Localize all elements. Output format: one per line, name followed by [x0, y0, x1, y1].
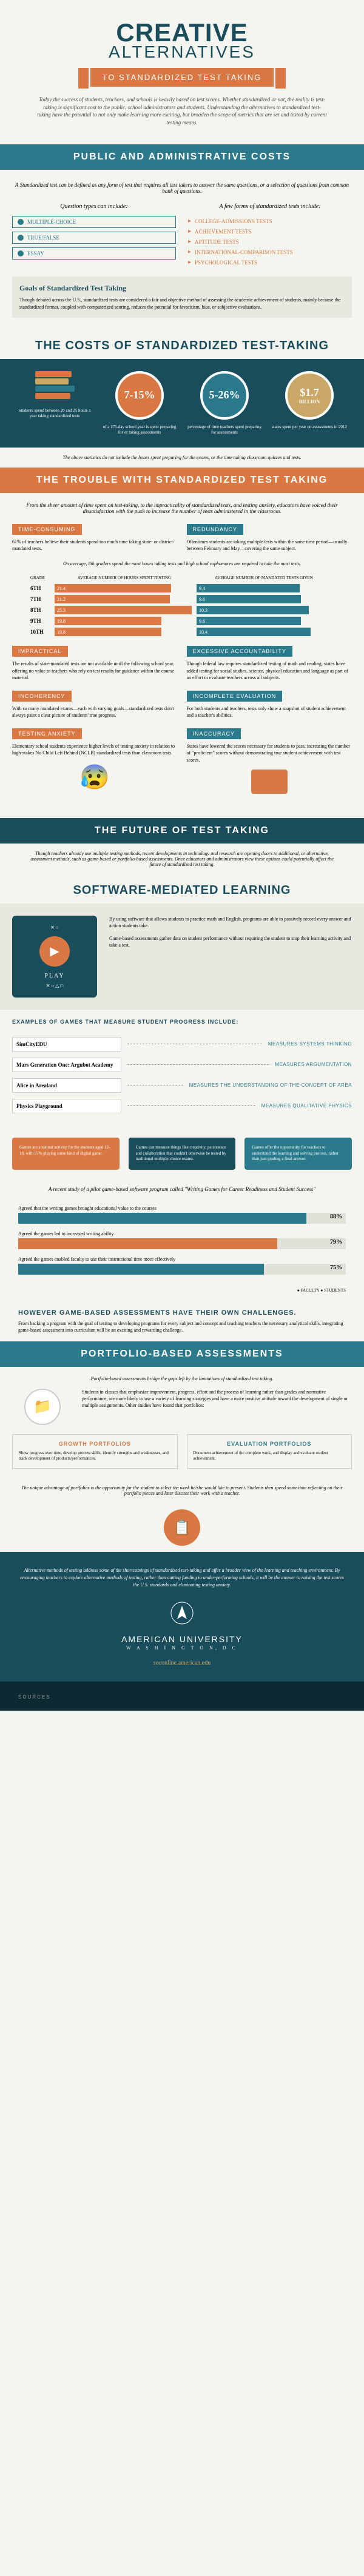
grade-row: 9TH 19.8 9.6 [30, 617, 334, 625]
pilot-bar-row: Agreed the games led to increased writin… [18, 1231, 346, 1249]
anxiety-icon: 😰 [12, 763, 178, 791]
pilot-intro: A recent study of a pilot game-based sof… [0, 1179, 364, 1199]
page-footer: Alternative methods of testing address s… [0, 1552, 364, 1682]
evaluation-portfolio-box: EVALUATION PORTFOLIOS Document achieveme… [187, 1434, 352, 1469]
goals-box: Goals of Standardized Test Taking Though… [12, 277, 352, 317]
q-type-item: TRUE/FALSE [12, 232, 176, 244]
costs-strip: Students spend between 20 and 25 hours a… [0, 359, 364, 448]
section-head-public: PUBLIC AND ADMINISTRATIVE COSTS [0, 144, 364, 170]
test-forms-col: A few forms of standardized tests includ… [188, 203, 352, 267]
findings-strip: Games are a natural activity for the stu… [0, 1129, 364, 1179]
cost-item: 7-15% of a 175-day school year is spent … [97, 371, 182, 435]
main-subtitle: ALTERNATIVES [12, 42, 352, 62]
q-type-item: ESSAY [12, 247, 176, 260]
cost-item: $1.7 BILLION states spent per year on as… [267, 371, 352, 435]
pilot-bar-row: Agreed that the writing games brought ed… [18, 1206, 346, 1224]
section-head-trouble: THE TROUBLE WITH STANDARDIZED TEST TAKIN… [0, 468, 364, 493]
test-form-item: ▸APTITUDE TESTS [188, 236, 352, 247]
game-row: Alice in ArealandMEASURES THE UNDERSTAND… [12, 1078, 352, 1093]
test-form-item: ▸ACHIEVEMENT TESTS [188, 226, 352, 236]
test-form-item: ▸COLLEGE-ADMISSIONS TESTS [188, 216, 352, 226]
trouble-grid: TIME-CONSUMING61% of teachers believe th… [0, 523, 364, 818]
software-head: SOFTWARE-MEDIATED LEARNING [0, 874, 364, 904]
costs-caption: The above statistics do not include the … [0, 448, 364, 468]
public-intro: A Standardized test can be defined as an… [12, 182, 352, 194]
grade-row: 6TH 21.4 9.4 [30, 584, 334, 592]
test-form-item: ▸PSYCHOLOGICAL TESTS [188, 257, 352, 267]
game-row: Mars Generation One: Argubot AcademyMEAS… [12, 1058, 352, 1072]
test-form-item: ▸INTERNATIONAL-COMPARISON TESTS [188, 247, 352, 257]
pilot-bars: Agreed that the writing games brought ed… [0, 1199, 364, 1288]
games-list: SimCityEDUMEASURES SYSTEMS THINKING Mars … [0, 1028, 364, 1129]
page-header: CREATIVE ALTERNATIVES TO STANDARDIZED TE… [0, 0, 364, 144]
public-admin-section: A Standardized test can be defined as an… [0, 170, 364, 329]
grade-row: 7TH 21.2 9.6 [30, 595, 334, 603]
portfolio-section: Portfolio-based assessments bridge the g… [0, 1367, 364, 1478]
section-head-future: THE FUTURE OF TEST TAKING [0, 818, 364, 844]
grade-table: GRADE AVERAGE NUMBER OF HOURS SPENT TEST… [30, 575, 334, 636]
portfolio-footer: The unique advantage of portfolios is th… [0, 1478, 364, 1503]
future-intro: Though teachers already use multiple tes… [0, 844, 364, 874]
cost-item: Students spend between 20 and 25 hours a… [12, 371, 97, 435]
game-row: SimCityEDUMEASURES SYSTEMS THINKING [12, 1037, 352, 1052]
banner-ribbon: TO STANDARDIZED TEST TAKING [90, 68, 274, 87]
inaccuracy-icon [187, 770, 352, 797]
game-row: Physics PlaygroundMEASURES QUALITATIVE P… [12, 1099, 352, 1113]
play-demo: ✕ ○ ▶ PLAY ✕ ○ △ □ [12, 916, 97, 998]
q-type-item: MULTIPLE-CHOICE [12, 216, 176, 228]
pilot-bar-row: Agreed the games enabled faculty to use … [18, 1256, 346, 1275]
sources-bar: SOURCES [0, 1682, 364, 1711]
intro-paragraph: Today the success of students, teachers,… [36, 96, 328, 126]
costs-head: THE COSTS OF STANDARDIZED TEST-TAKING [0, 330, 364, 359]
cost-item: 5-26% percentage of time teachers spent … [182, 371, 267, 435]
question-types-col: Question types can include: MULTIPLE-CHO… [12, 203, 176, 267]
play-icon: ▶ [39, 936, 70, 967]
challenge-box: HOWEVER GAME-BASED ASSESSMENTS HAVE THEI… [0, 1302, 364, 1341]
portfolio-end-icon: 📋 [0, 1503, 364, 1552]
au-seal-icon [170, 1601, 194, 1625]
growth-portfolio-box: GROWTH PORTFOLIOS Show progress over tim… [12, 1434, 178, 1469]
portfolio-icon: 📁 [12, 1389, 73, 1425]
grade-row: 10TH 19.8 10.4 [30, 628, 334, 636]
software-box: ✕ ○ ▶ PLAY ✕ ○ △ □ By using software tha… [0, 904, 364, 1010]
grade-row: 8TH 25.3 10.3 [30, 606, 334, 614]
trouble-intro: From the sheer amount of time spent on t… [0, 493, 364, 523]
section-head-portfolio: PORTFOLIO-BASED ASSESSMENTS [0, 1341, 364, 1367]
